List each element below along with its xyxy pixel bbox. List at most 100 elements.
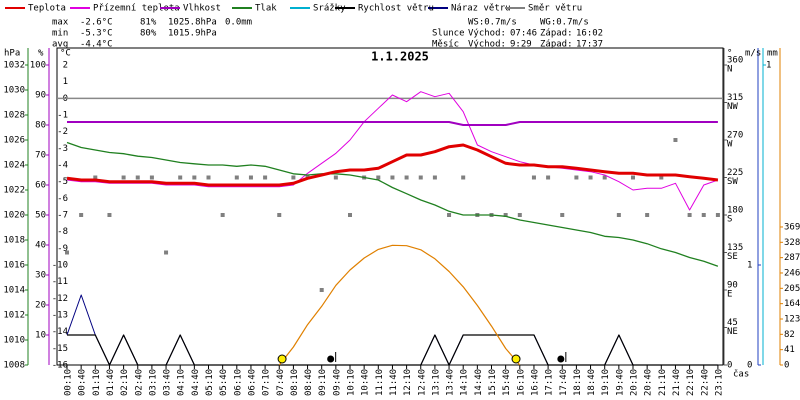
- wind-direction-point: [531, 175, 536, 180]
- wind-direction-point: [602, 175, 607, 180]
- legend-label: Vlhkost: [183, 4, 221, 14]
- y-tick-label: 1: [63, 77, 68, 87]
- x-tick-label: 16:40: [530, 369, 540, 396]
- series-line: [66, 91, 719, 211]
- y-tick-label: -16: [52, 361, 68, 371]
- y-tick-label: 45: [727, 318, 738, 328]
- y-tick-label: 30: [35, 271, 46, 281]
- wind-direction-point: [376, 175, 381, 180]
- wind-direction-point: [715, 213, 720, 217]
- y-tick-label: 1018: [3, 236, 25, 246]
- y-tick-label: -15: [52, 344, 68, 354]
- y-tick-label: 225: [727, 168, 743, 178]
- x-tick-label: 19:40: [615, 369, 625, 396]
- wind-direction-point: [234, 175, 239, 180]
- temperature-line: [66, 143, 719, 187]
- x-tick-label: 08:40: [304, 369, 314, 396]
- sun-label: Slunce: [432, 29, 465, 39]
- x-tick-label: 13:40: [446, 369, 456, 396]
- rise-time: 9:29: [510, 40, 532, 50]
- moon-marker: [327, 355, 335, 363]
- axis-unit: °C: [60, 49, 71, 59]
- wind-direction-point: [121, 175, 126, 180]
- compass-label: S: [727, 215, 732, 225]
- x-tick-label: 14:10: [460, 369, 470, 396]
- x-tick-label: 21:10: [658, 369, 668, 396]
- x-tick-label: 03:40: [163, 369, 173, 396]
- wind-direction-point: [560, 213, 565, 217]
- stat-temp: -2.6°C: [80, 18, 113, 28]
- x-tick-label: 01:40: [106, 369, 116, 396]
- wind-direction-point: [461, 175, 466, 180]
- x-tick-label: 22:10: [686, 369, 696, 396]
- wind-direction-point: [687, 213, 692, 217]
- x-tick-label: 05:10: [205, 369, 215, 396]
- y-tick-label: 135: [727, 243, 743, 253]
- wind-direction-point: [291, 175, 296, 180]
- wind-direction-point: [404, 175, 409, 180]
- stat-pres: 1015.9hPa: [168, 29, 217, 39]
- axis-unit: °: [727, 49, 732, 59]
- stat-label: max: [52, 18, 69, 28]
- wind-direction-point: [192, 175, 197, 180]
- legend-label: Srážky: [313, 4, 346, 14]
- y-tick-label: 41: [784, 345, 795, 355]
- y-tick-label: 205: [784, 284, 800, 294]
- y-tick-label: 328: [784, 238, 800, 248]
- wind-direction-point: [206, 175, 211, 180]
- wind-direction-point: [319, 288, 324, 292]
- axis-unit: hPa: [4, 49, 20, 59]
- y-tick-label: -13: [52, 311, 68, 321]
- compass-label: SW: [727, 177, 738, 187]
- legend-label: Teplota: [28, 4, 66, 14]
- x-tick-label: 07:40: [276, 369, 286, 396]
- wind-direction-point: [432, 175, 437, 180]
- x-tick-label: 02:10: [120, 369, 130, 396]
- y-tick-label: 1030: [3, 86, 25, 96]
- wind-direction-point: [673, 138, 678, 142]
- wind-direction-point: [574, 175, 579, 180]
- x-tick-label: 11:10: [375, 369, 385, 396]
- stat-rain: 0.0mm: [225, 18, 252, 28]
- stat-temp: -4.4°C: [80, 40, 113, 50]
- stat-label: min: [52, 29, 68, 39]
- y-tick-label: 1016: [3, 261, 25, 271]
- y-tick-label: 164: [784, 299, 800, 309]
- stat-hum: 81%: [140, 18, 157, 28]
- wind-direction-point: [659, 175, 664, 180]
- x-tick-label: 09:10: [318, 369, 328, 396]
- y-tick-label: 0: [784, 361, 789, 371]
- x-tick-label: 13:10: [431, 369, 441, 396]
- wind-direction-point: [149, 175, 154, 180]
- x-tick-label: 01:10: [92, 369, 102, 396]
- x-tick-label: 20:40: [644, 369, 654, 396]
- y-tick-label: -14: [52, 327, 68, 337]
- set-label: Západ:: [540, 29, 573, 39]
- wind-direction-point: [277, 213, 282, 217]
- x-tick-label: 20:10: [630, 369, 640, 396]
- wind-direction-point: [93, 175, 98, 180]
- x-tick-label: 05:40: [219, 369, 229, 396]
- wind-stat: WS:0.7m/s: [468, 18, 517, 28]
- wind-direction-point: [503, 213, 508, 217]
- x-tick-label: 09:40: [332, 369, 342, 396]
- x-tick-label: 23:10: [714, 369, 724, 396]
- y-tick-label: 287: [784, 253, 800, 263]
- y-tick-label: 0: [727, 361, 732, 371]
- sun-marker: [277, 354, 287, 364]
- wind-direction-point: [164, 250, 169, 255]
- legend-label: Náraz větru: [451, 4, 511, 14]
- wind-direction-point: [348, 213, 352, 217]
- compass-label: NE: [727, 327, 738, 337]
- x-tick-label: 17:10: [545, 369, 555, 396]
- y-tick-label: 20: [35, 301, 46, 311]
- x-tick-label: 12:40: [417, 369, 427, 396]
- y-tick-label: 40: [35, 241, 46, 251]
- wind-direction-point: [65, 250, 69, 255]
- x-tick-label: 15:40: [502, 369, 512, 396]
- wind-direction-point: [178, 175, 183, 180]
- stat-pres: 1025.8hPa: [168, 18, 217, 28]
- moon-label: Měsíc: [432, 40, 459, 50]
- y-tick-label: -8: [57, 227, 68, 237]
- y-tick-label: -4: [57, 161, 68, 171]
